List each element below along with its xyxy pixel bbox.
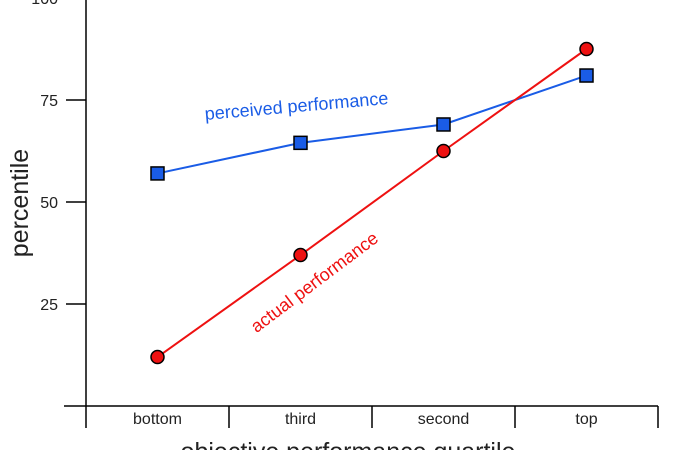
data-point-perceived-performance-top (579, 68, 594, 83)
x-tick-label-top: top (575, 411, 597, 428)
data-point-perceived-performance-third (293, 135, 308, 151)
x-axis-label: objective performance quartile (181, 438, 516, 450)
data-point-actual-performance-top (579, 41, 594, 57)
x-tick-label-bottom: bottom (133, 411, 182, 428)
series-perceived-performance (150, 68, 594, 181)
data-point-perceived-performance-second (436, 117, 451, 132)
x-tick-label-second: second (418, 411, 470, 428)
data-point-actual-performance-second (436, 143, 451, 159)
y-tick-label: 25 (40, 297, 58, 314)
x-ticks: bottom third second top (85, 406, 659, 428)
y-tick-label: 50 (40, 195, 58, 212)
series-layer (150, 41, 594, 365)
series-actual-performance (150, 41, 594, 365)
data-point-perceived-performance-bottom (150, 166, 165, 181)
y-axis-label: percentile (6, 149, 34, 257)
data-point-actual-performance-bottom (150, 349, 165, 365)
y-tick-label: 75 (40, 93, 58, 110)
data-point-actual-performance-third (293, 247, 308, 263)
y-tick-label: 100 (31, 0, 58, 8)
y-ticks: 25 50 75 100 (31, 0, 86, 314)
series-line-actual-performance (156, 48, 588, 358)
x-tick-label-third: third (285, 411, 316, 428)
perceived-performance-label: perceived performance (204, 88, 389, 124)
